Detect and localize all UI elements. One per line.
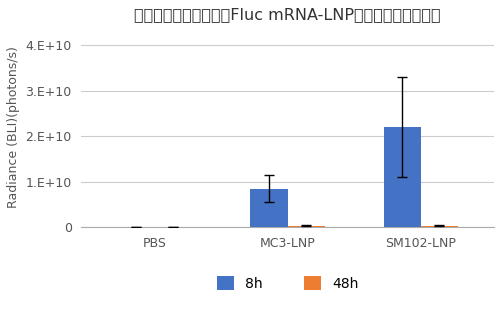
Y-axis label: Radiance (BLI)(photons/s): Radiance (BLI)(photons/s)	[7, 46, 20, 208]
Bar	[250, 188, 288, 227]
Bar	[288, 226, 325, 227]
Bar	[384, 127, 421, 227]
Bar	[421, 226, 458, 227]
Legend: 8h, 48h: 8h, 48h	[211, 270, 364, 296]
Title: 小鼠静脉注射模型检测Fluc mRNA-LNP的递送（腹部注射）: 小鼠静脉注射模型检测Fluc mRNA-LNP的递送（腹部注射）	[134, 7, 441, 22]
